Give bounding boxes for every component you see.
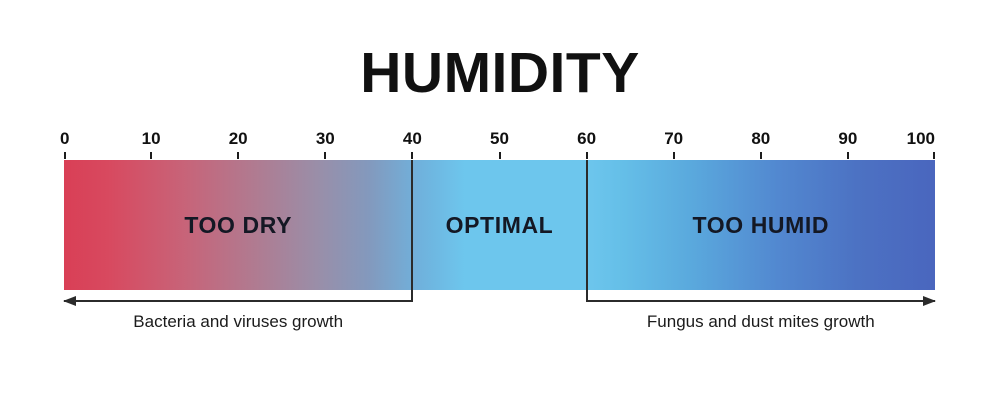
- humidity-scale: 0 10 20 30 40 50 60 70 80 90 100 TOO DRY…: [60, 129, 936, 331]
- tick-label-70: 70: [664, 129, 684, 148]
- tick-mark-90: [846, 152, 849, 159]
- tick-label-30: 30: [315, 129, 335, 148]
- tick-mark-100: [933, 152, 935, 159]
- arrow-fungus-dust-mites: [586, 296, 936, 306]
- zone-divider-40: [411, 160, 414, 302]
- tick-mark-70: [672, 152, 675, 159]
- arrow-line-left: [64, 300, 413, 302]
- arrow-bacteria-viruses: [63, 296, 413, 306]
- arrow-line-right: [586, 300, 935, 302]
- tick-mark-0: [64, 152, 66, 159]
- arrow-head-left-icon: [63, 296, 76, 306]
- humidity-gradient-bar: [64, 160, 935, 290]
- arrow-head-right-icon: [922, 296, 936, 306]
- zone-label-too-humid: TOO HUMID: [692, 212, 830, 238]
- tick-label-80: 80: [751, 129, 771, 148]
- tick-label-60: 60: [577, 129, 597, 148]
- tick-label-20: 20: [228, 129, 248, 148]
- caption-fungus-dust-mites: Fungus and dust mites growth: [646, 312, 875, 331]
- tick-mark-20: [237, 152, 240, 159]
- tick-label-40: 40: [402, 129, 422, 148]
- page-title: HUMIDITY: [360, 41, 640, 105]
- zone-label-too-dry: TOO DRY: [184, 212, 293, 238]
- tick-mark-40: [411, 152, 414, 159]
- tick-label-0: 0: [60, 129, 70, 148]
- tick-mark-10: [150, 152, 153, 159]
- zone-divider-60: [585, 160, 588, 302]
- tick-label-90: 90: [838, 129, 858, 148]
- zone-label-optimal: OPTIMAL: [445, 212, 554, 238]
- tick-label-50: 50: [490, 129, 509, 148]
- tick-mark-50: [498, 152, 501, 159]
- tick-label-100: 100: [906, 129, 935, 148]
- tick-mark-30: [324, 152, 327, 159]
- tick-mark-80: [759, 152, 762, 159]
- caption-bacteria-viruses: Bacteria and viruses growth: [133, 312, 344, 331]
- tick-label-10: 10: [141, 129, 161, 148]
- tick-mark-60: [585, 152, 588, 159]
